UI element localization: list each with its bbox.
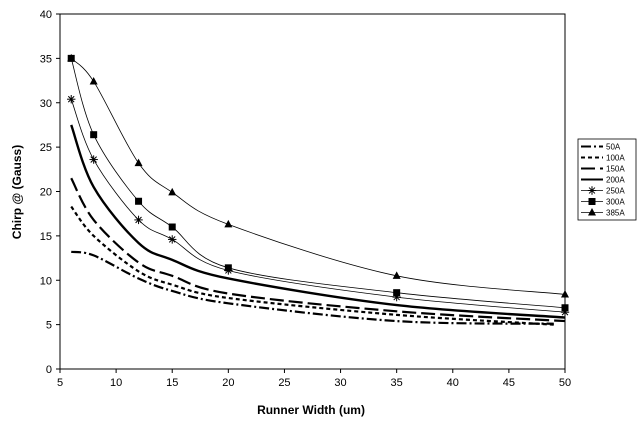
y-tick-label: 35: [40, 53, 52, 65]
data-point: [134, 215, 143, 225]
legend-item: 100A: [581, 154, 625, 163]
data-point: [90, 131, 98, 139]
x-tick-label: 20: [222, 377, 234, 389]
legend-item: 200A: [581, 176, 625, 185]
series-50A: [71, 250, 554, 325]
series-385A: [67, 53, 569, 298]
legend-marker: [588, 198, 596, 205]
data-point: [89, 76, 98, 85]
legend-item: 300A: [581, 198, 625, 207]
data-point: [134, 158, 143, 167]
plot-area: [59, 13, 570, 370]
data-point: [392, 271, 401, 279]
series-line: [70, 58, 566, 309]
y-tick-label: 30: [40, 98, 52, 110]
legend-item: 150A: [581, 165, 625, 174]
legend-label: 150A: [606, 165, 625, 174]
x-tick-label: 15: [166, 377, 178, 389]
x-tick-label: 5: [57, 377, 63, 389]
x-tick-label: 45: [503, 377, 515, 389]
data-point: [168, 223, 176, 231]
data-point: [67, 53, 76, 62]
legend-marker: [588, 208, 596, 216]
series-line: [70, 177, 566, 323]
legend: 50A 100A 150A 200A 250A 300A 385A: [577, 138, 637, 221]
legend-label: 200A: [606, 176, 625, 185]
y-axis: 0 5 10 15 20 25 30 35 40: [40, 9, 60, 376]
y-tick-label: 5: [46, 320, 52, 332]
data-point: [67, 95, 76, 104]
y-tick-label: 25: [40, 142, 52, 154]
legend-label: 50A: [606, 143, 621, 152]
series-line: [70, 124, 566, 319]
legend-label: 100A: [606, 154, 625, 163]
data-point: [168, 235, 177, 244]
legend-item: 250A: [581, 186, 625, 196]
series-200A: [70, 124, 566, 319]
series-100A: [70, 205, 554, 326]
legend-item: 50A: [581, 143, 621, 152]
y-tick-label: 20: [40, 187, 52, 199]
x-axis-title: Runner Width (um): [257, 403, 365, 417]
data-point: [561, 289, 569, 298]
y-tick-label: 40: [40, 9, 52, 21]
series-line: [70, 99, 566, 313]
series-line: [70, 205, 554, 326]
data-point: [224, 264, 232, 272]
data-point: [135, 197, 143, 205]
legend-label: 250A: [606, 187, 625, 196]
data-point: [89, 155, 98, 164]
y-tick-label: 15: [40, 231, 52, 243]
y-tick-label: 0: [46, 364, 52, 376]
x-tick-label: 30: [334, 377, 346, 389]
legend-label: 300A: [606, 198, 625, 207]
x-tick-label: 35: [391, 377, 403, 389]
y-tick-label: 10: [40, 275, 52, 287]
y-axis-title: Chirp @ (Gauss): [10, 145, 24, 239]
x-tick-label: 25: [278, 377, 290, 389]
data-point: [168, 187, 177, 196]
x-axis: 5 10 15 20 25 30 35 40 45 50: [57, 369, 571, 389]
x-tick-label: 40: [447, 377, 459, 389]
data-point: [393, 289, 401, 297]
legend-label: 385A: [606, 209, 625, 218]
x-tick-label: 50: [559, 377, 571, 389]
legend-marker: [587, 186, 597, 195]
data-point: [224, 219, 233, 228]
series-150A: [70, 177, 566, 323]
series-line: [71, 250, 554, 325]
legend-item: 385A: [581, 208, 625, 218]
series-line: [70, 58, 566, 295]
x-tick-label: 10: [110, 377, 122, 389]
data-point: [561, 304, 569, 312]
plot-frame: [59, 13, 566, 370]
